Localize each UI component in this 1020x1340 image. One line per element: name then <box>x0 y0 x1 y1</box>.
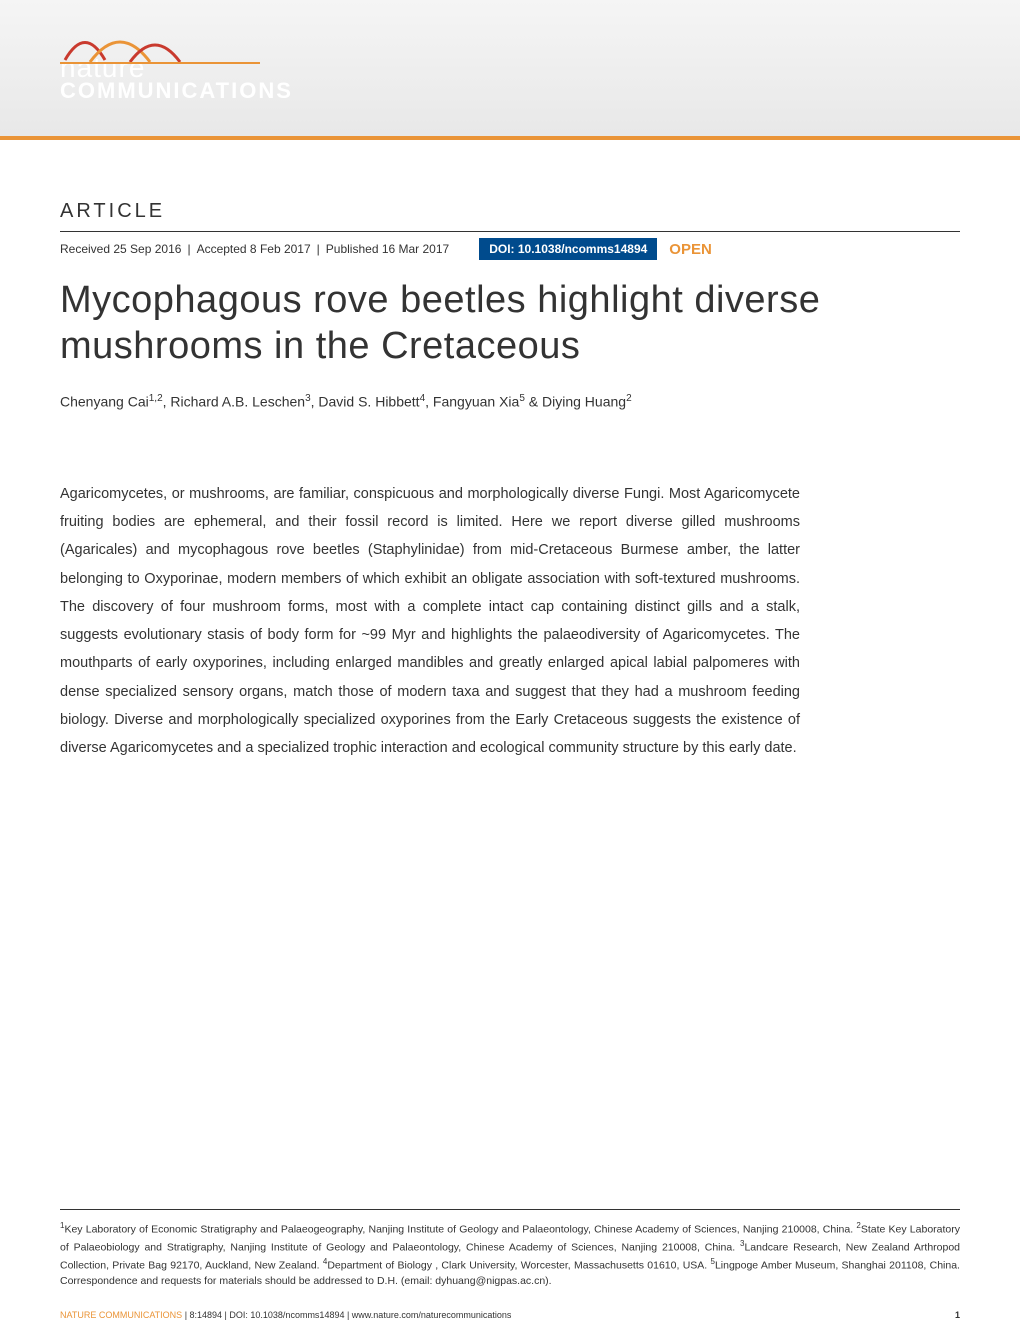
open-access-badge: OPEN <box>669 241 712 258</box>
article-title: Mycophagous rove beetles highlight diver… <box>60 278 960 369</box>
meta-separator: | <box>317 242 320 256</box>
author-affil-sup: 5 <box>519 393 525 404</box>
footer-journal: NATURE COMMUNICATIONS <box>60 1310 182 1320</box>
doi-badge: DOI: 10.1038/ncomms14894 <box>479 238 657 260</box>
journal-logo: nature COMMUNICATIONS <box>60 20 1020 104</box>
page-number: 1 <box>955 1310 960 1320</box>
published-date: Published 16 Mar 2017 <box>326 242 449 256</box>
article-content: ARTICLE Received 25 Sep 2016 | Accepted … <box>0 140 1020 763</box>
article-meta-row: Received 25 Sep 2016 | Accepted 8 Feb 20… <box>60 231 960 260</box>
author: Richard A.B. Leschen <box>170 394 305 410</box>
received-date: Received 25 Sep 2016 <box>60 242 181 256</box>
abstract-text: Agaricomycetes, or mushrooms, are famili… <box>60 480 800 763</box>
author-affil-sup: 3 <box>305 393 311 404</box>
affiliation-text: Key Laboratory of Economic Stratigraphy … <box>64 1223 853 1235</box>
accepted-date: Accepted 8 Feb 2017 <box>197 242 311 256</box>
footer-citation-details: | 8:14894 | DOI: 10.1038/ncomms14894 | w… <box>185 1310 512 1320</box>
affiliation-text: Department of Biology , Clark University… <box>327 1260 707 1272</box>
author-list: Chenyang Cai1,2, Richard A.B. Leschen3, … <box>60 393 960 410</box>
affiliations: 1Key Laboratory of Economic Stratigraphy… <box>60 1209 960 1291</box>
author-affil-sup: 2 <box>626 393 632 404</box>
footer-citation: NATURE COMMUNICATIONS | 8:14894 | DOI: 1… <box>60 1310 511 1320</box>
article-type-label: ARTICLE <box>60 200 960 223</box>
meta-separator: | <box>187 242 190 256</box>
author-affil-sup: 1,2 <box>149 393 163 404</box>
logo-wave-icon <box>60 20 180 60</box>
author-affil-sup: 4 <box>420 393 426 404</box>
author: Fangyuan Xia <box>433 394 519 410</box>
author: Chenyang Cai <box>60 394 149 410</box>
page-footer: NATURE COMMUNICATIONS | 8:14894 | DOI: 1… <box>60 1310 960 1320</box>
logo-text-communications: COMMUNICATIONS <box>60 78 1020 104</box>
author: David S. Hibbett <box>318 394 419 410</box>
correspondence-text: Correspondence and requests for material… <box>60 1275 552 1287</box>
affiliation-text: Lingpoge Amber Museum, Shanghai 201108, … <box>715 1260 960 1272</box>
author: Diying Huang <box>542 394 626 410</box>
journal-header-band: nature COMMUNICATIONS <box>0 0 1020 140</box>
